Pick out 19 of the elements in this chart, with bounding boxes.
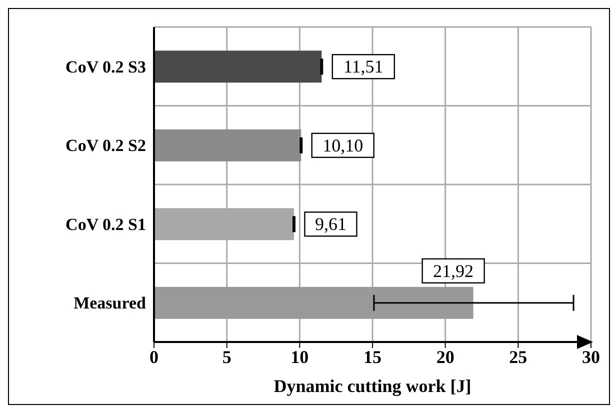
bar	[154, 50, 322, 83]
x-tick-label: 0	[150, 346, 158, 367]
x-axis-title: Dynamic cutting work [J]	[274, 376, 472, 396]
x-tick-label: 15	[364, 346, 382, 367]
data-label: 10,10	[322, 135, 364, 156]
x-tick-label: 5	[222, 346, 232, 367]
x-tick-label: 30	[582, 346, 600, 367]
bar	[154, 129, 302, 162]
x-tick-label: 20	[436, 346, 454, 367]
y-tick-label: CoV 0.2 S1	[66, 214, 146, 234]
bar	[154, 286, 474, 319]
x-tick-label: 25	[509, 346, 528, 367]
y-tick-label: Measured	[74, 294, 147, 313]
data-label: 11,51	[343, 56, 384, 77]
x-tick-label: 10	[290, 346, 309, 367]
y-tick-label: CoV 0.2 S2	[66, 136, 146, 156]
data-label: 9,61	[314, 214, 346, 234]
y-tick-label: CoV 0.2 S3	[66, 57, 146, 76]
data-label: 21,92	[433, 260, 474, 281]
